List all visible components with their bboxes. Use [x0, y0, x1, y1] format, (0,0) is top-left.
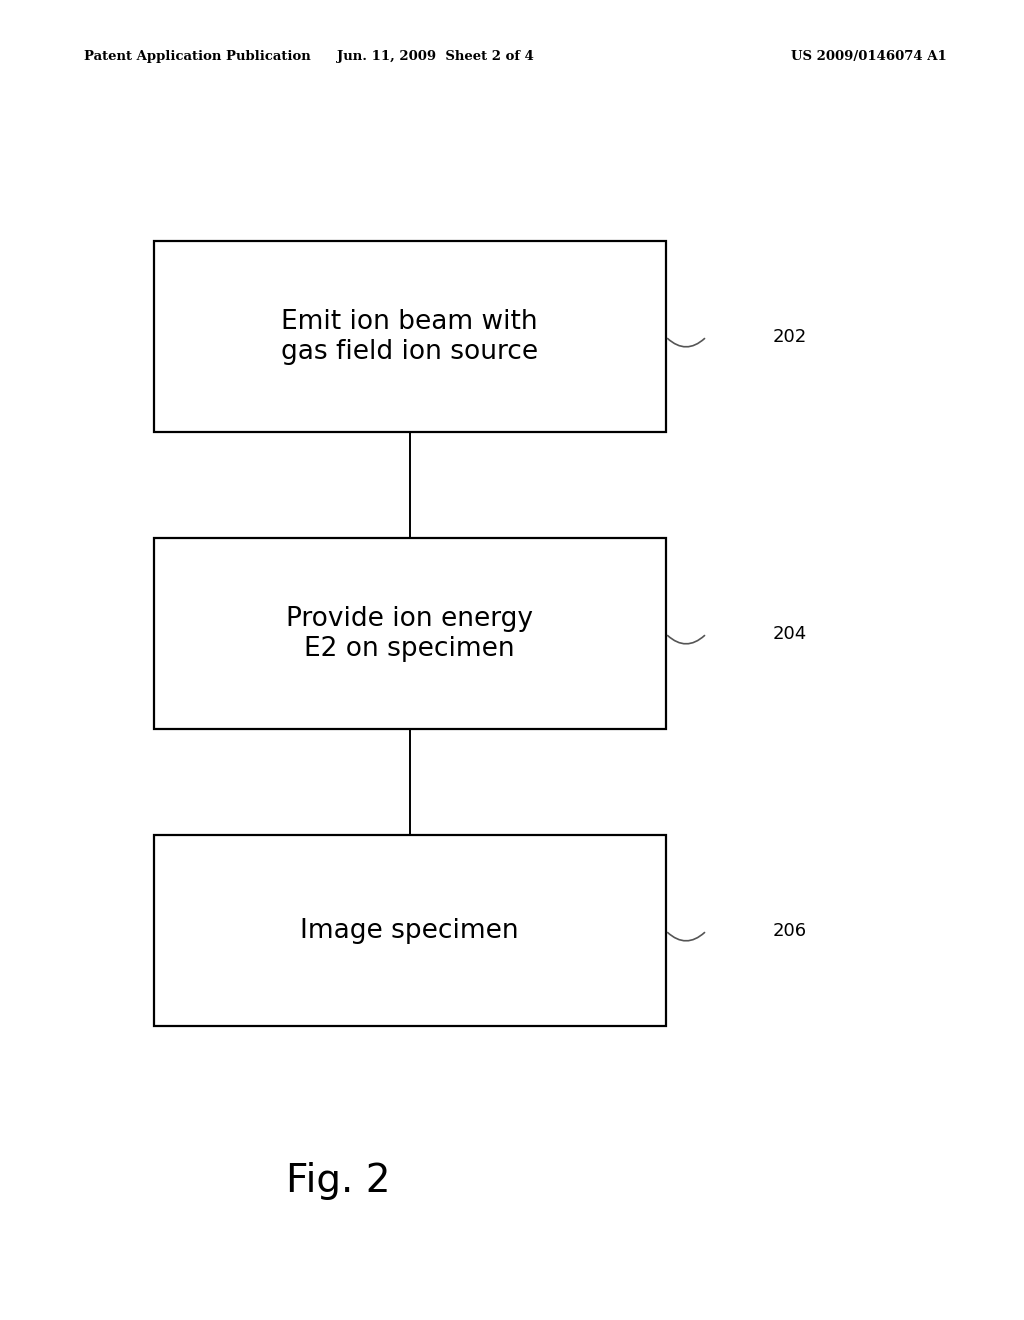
Text: 202: 202 — [773, 327, 807, 346]
Text: Fig. 2: Fig. 2 — [286, 1163, 390, 1200]
Text: 204: 204 — [773, 624, 807, 643]
Text: Patent Application Publication: Patent Application Publication — [84, 50, 310, 63]
Text: Image specimen: Image specimen — [300, 917, 519, 944]
Text: US 2009/0146074 A1: US 2009/0146074 A1 — [792, 50, 947, 63]
Bar — [154, 836, 666, 1027]
Bar — [154, 537, 666, 729]
Text: Provide ion energy
E2 on specimen: Provide ion energy E2 on specimen — [286, 606, 534, 661]
Bar — [154, 242, 666, 433]
Text: Jun. 11, 2009  Sheet 2 of 4: Jun. 11, 2009 Sheet 2 of 4 — [337, 50, 534, 63]
Text: 206: 206 — [773, 921, 807, 940]
Text: Emit ion beam with
gas field ion source: Emit ion beam with gas field ion source — [281, 309, 539, 364]
